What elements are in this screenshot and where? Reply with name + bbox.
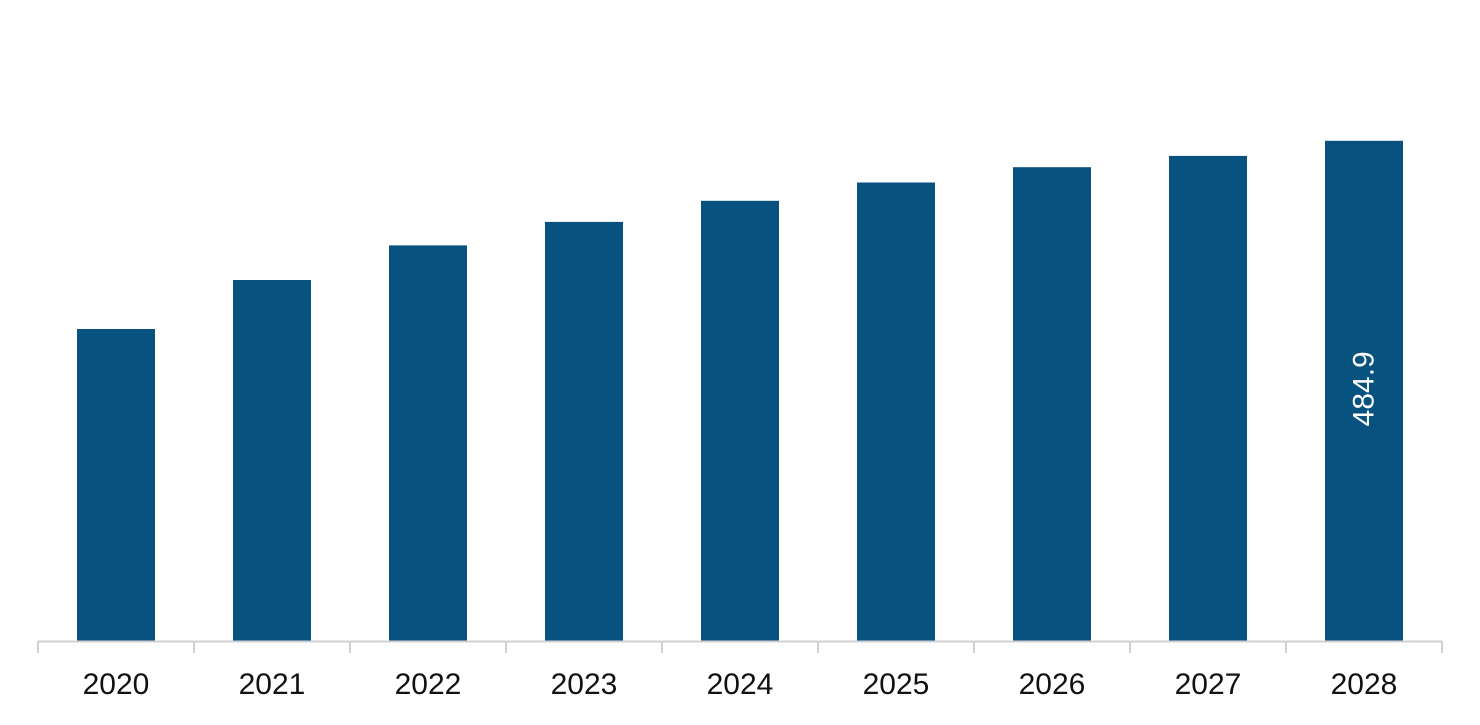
- labels-layer: 2020 2021 2022 2023 2024 2025 2026 2027 2028 484.…: [83, 351, 1398, 701]
- bar-2021: [233, 280, 311, 641]
- x-tick-label-2024: 2024: [707, 668, 774, 701]
- bar-2024: [701, 200, 779, 642]
- x-tick-label-2023: 2023: [551, 668, 618, 701]
- bar-2023: [545, 221, 623, 641]
- x-tick-label-2027: 2027: [1175, 668, 1242, 701]
- bar-2026: [1013, 167, 1091, 641]
- bar-2020: [77, 329, 155, 641]
- bar-2022: [389, 245, 467, 641]
- x-tick-label-2022: 2022: [395, 668, 462, 701]
- x-tick-label-2021: 2021: [239, 668, 306, 701]
- x-tick-label-2026: 2026: [1019, 668, 1086, 701]
- data-label-2028: 484.9: [1348, 351, 1381, 426]
- bars-layer: [77, 140, 1403, 642]
- x-tick-label-2020: 2020: [83, 668, 150, 701]
- x-tick-label-2028: 2028: [1331, 668, 1398, 701]
- x-axis: [37, 640, 1443, 653]
- x-tick-label-2025: 2025: [863, 668, 930, 701]
- bar-2025: [857, 182, 935, 641]
- bar-2028: [1325, 140, 1403, 642]
- bar-2027: [1169, 155, 1247, 641]
